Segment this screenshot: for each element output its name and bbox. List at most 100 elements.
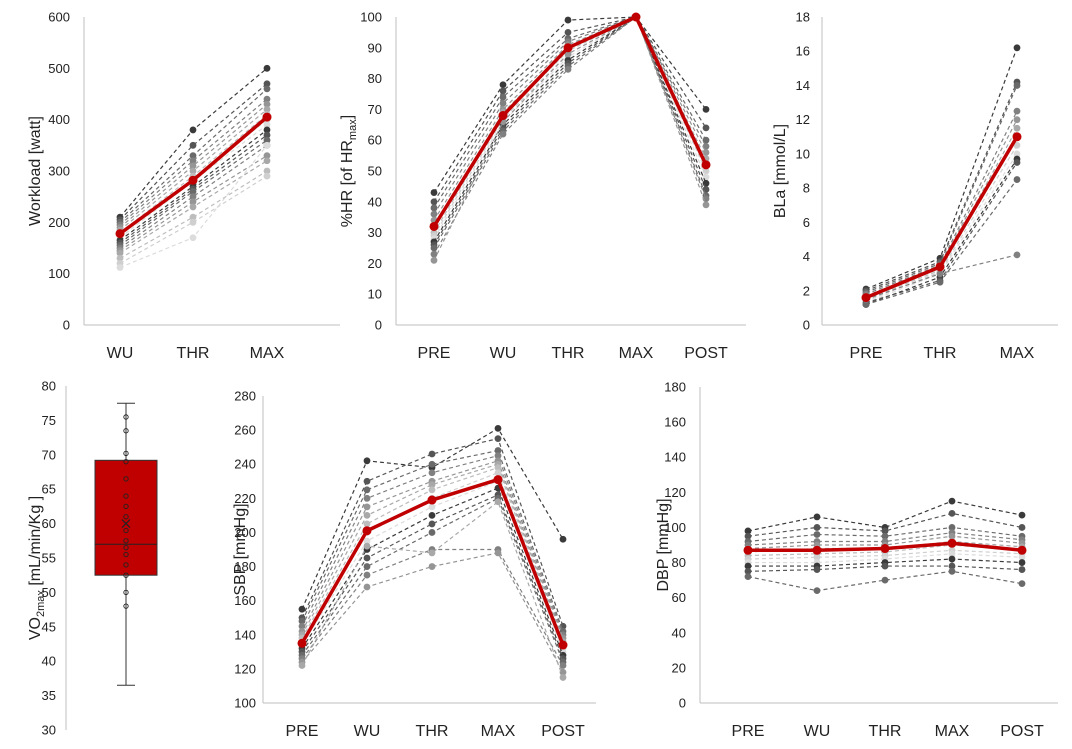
workload-subject-line xyxy=(119,139,268,246)
workload-subject-point xyxy=(189,188,197,195)
dbp-subject-point xyxy=(1018,553,1026,561)
hr-subject-point xyxy=(499,93,507,101)
vo2-data-point xyxy=(123,450,129,457)
hr-ytick-label: 10 xyxy=(368,287,382,302)
hr-subject-point xyxy=(499,81,507,89)
sbp-subject-point xyxy=(363,563,371,570)
dbp-subject-point xyxy=(744,567,752,575)
sbp-subject-point xyxy=(428,486,436,494)
dbp-ytick-label: 140 xyxy=(664,450,686,465)
workload-subject-point xyxy=(116,254,124,262)
dbp-ytick-label: 80 xyxy=(672,555,686,570)
bla-ylabel: BLa [mmol/L] xyxy=(772,124,789,218)
bla-ytick-label: 2 xyxy=(803,283,810,298)
bla-ytick-label: 10 xyxy=(796,146,810,161)
dbp-mean-point xyxy=(743,545,753,555)
vo2-ytick-label: 35 xyxy=(42,688,56,703)
vo2-ytick-label: 70 xyxy=(42,447,56,462)
bla-xtick-label: PRE xyxy=(850,345,883,362)
workload-subject-point xyxy=(116,264,124,271)
hr-subject-point xyxy=(564,50,572,58)
hr-chart: 0 10 20 30 40 50 60 70 80 90 100 %HR [of HRmax] PRE W… xyxy=(339,10,746,362)
hr-subject-point xyxy=(430,250,438,258)
dbp-subject-point xyxy=(813,587,821,595)
dbp-mean-point xyxy=(1017,545,1027,555)
sbp-subject-point xyxy=(428,563,436,570)
dbp-mean-point xyxy=(947,538,957,548)
sbp-subject-point xyxy=(559,535,567,543)
workload-ylabel: Workload [watt] xyxy=(27,116,44,226)
workload-subject-point xyxy=(263,126,271,134)
dbp-subject-point xyxy=(1018,524,1026,531)
bla-ytick-label: 6 xyxy=(803,215,810,230)
vo2-data-point xyxy=(123,562,129,568)
dbp-subject-point xyxy=(1018,580,1026,588)
bla-xtick-label: THR xyxy=(924,345,957,362)
workload-chart: 0 100 200 300 400 500 600 Workload [watt] WU THR M… xyxy=(27,10,340,362)
bla-subject-line xyxy=(865,47,1018,290)
hr-ytick-label: 90 xyxy=(368,40,382,55)
sbp-xtick-label: WU xyxy=(354,723,381,740)
vo2-ytick-label: 75 xyxy=(42,413,56,428)
sbp-subject-point xyxy=(428,511,436,519)
sbp-subject-point xyxy=(428,450,436,458)
sbp-mean-point xyxy=(427,495,437,505)
vo2-mean-marker xyxy=(121,519,131,529)
vo2-ytick-label: 55 xyxy=(42,551,56,566)
hr-mean-point xyxy=(429,221,439,231)
dbp-subject-line xyxy=(747,540,1023,553)
vo2-data-point xyxy=(123,589,129,596)
sbp-mean-point xyxy=(297,638,307,648)
vo2-data-point xyxy=(123,538,129,544)
workload-subject-point xyxy=(263,152,271,160)
sbp-subject-point xyxy=(559,674,567,681)
workload-subject-point xyxy=(189,218,197,226)
workload-xtick-label: THR xyxy=(177,345,210,362)
dbp-subject-line xyxy=(748,558,1023,567)
hr-mean-point xyxy=(563,43,573,53)
bla-subject-point xyxy=(1013,150,1021,158)
sbp-ytick-label: 200 xyxy=(234,525,256,540)
workload-subject-point xyxy=(189,193,197,201)
workload-subject-point xyxy=(263,106,271,113)
sbp-xtick-label: THR xyxy=(416,723,449,740)
vo2-data-point xyxy=(123,414,129,420)
vo2-ytick-label: 40 xyxy=(42,654,56,669)
workload-ytick-label: 0 xyxy=(63,318,70,333)
sbp-ytick-label: 160 xyxy=(234,593,256,608)
hr-mean-point xyxy=(631,12,641,22)
workload-mean-point xyxy=(188,175,198,185)
sbp-subject-point xyxy=(428,481,436,489)
workload-subject-line xyxy=(119,170,268,259)
dbp-ytick-label: 60 xyxy=(672,590,686,605)
hr-subject-point xyxy=(564,29,572,36)
bla-mean-point xyxy=(1012,132,1022,142)
hr-xtick-label: WU xyxy=(490,345,517,362)
hr-subject-point xyxy=(702,106,710,113)
bla-subject-point xyxy=(1013,44,1021,52)
sbp-mean-point xyxy=(558,640,568,650)
dbp-xtick-label: POST xyxy=(1000,723,1044,740)
hr-xtick-label: THR xyxy=(552,345,585,362)
dbp-subject-point xyxy=(948,497,956,505)
dbp-subject-point xyxy=(948,550,956,558)
vo2-data-point xyxy=(123,603,129,609)
bla-subject-point xyxy=(936,270,944,278)
sbp-subject-point xyxy=(494,425,502,432)
hr-subject-point xyxy=(702,124,710,132)
hr-subject-point xyxy=(430,189,438,196)
workload-subject-line xyxy=(119,83,268,221)
workload-subject-line xyxy=(119,98,268,226)
vo2-data-point xyxy=(123,514,129,520)
sbp-xtick-label: PRE xyxy=(286,723,319,740)
bla-mean-point xyxy=(935,262,945,272)
bla-ytick-label: 0 xyxy=(803,318,810,333)
vo2-data-point xyxy=(123,527,129,534)
sbp-ytick-label: 100 xyxy=(234,696,256,711)
dbp-subject-point xyxy=(813,513,821,521)
bla-ytick-label: 4 xyxy=(803,249,810,264)
sbp-subject-point xyxy=(298,662,306,669)
workload-subject-point xyxy=(263,136,271,144)
vo2-data-point xyxy=(123,551,129,558)
